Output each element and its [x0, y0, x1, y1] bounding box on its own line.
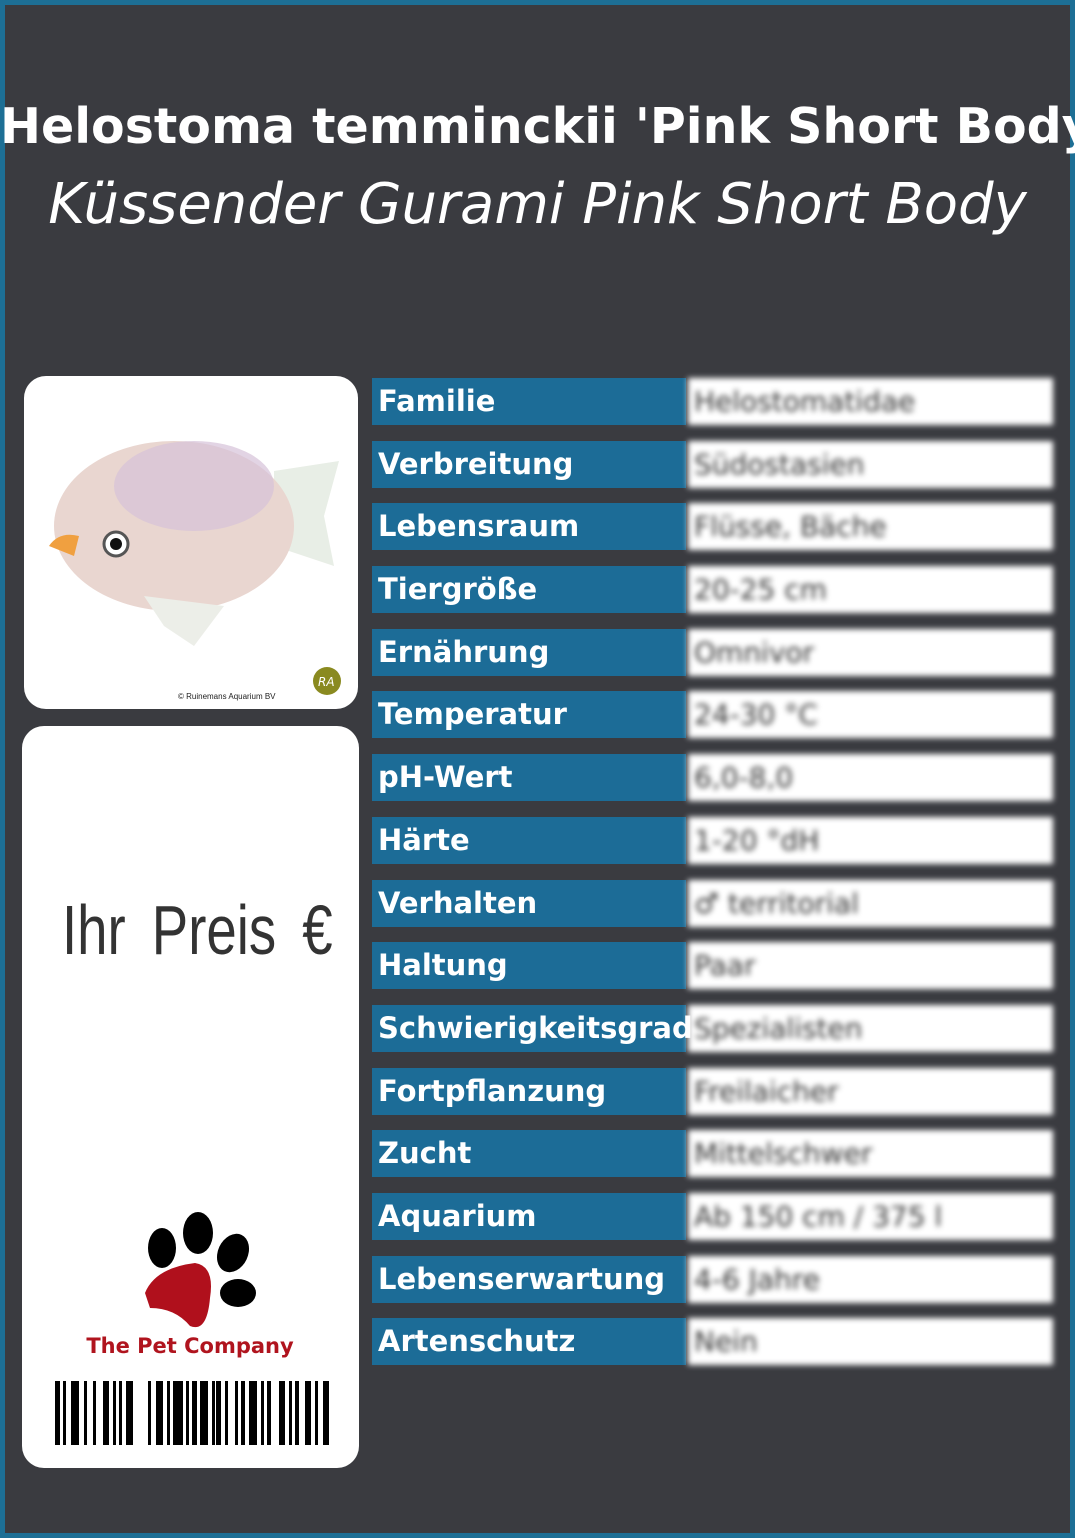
info-label: Tiergröße [372, 566, 686, 614]
info-row: Fortpflanzung Freilaicher [372, 1067, 1053, 1115]
info-row: Schwierigkeitsgrad Spezialisten [372, 1004, 1053, 1052]
info-row: Haltung Paar [372, 942, 1053, 990]
barcode-bar [267, 1381, 271, 1445]
common-name: Küssender Gurami Pink Short Body [48, 172, 1027, 237]
info-label: Aquarium [372, 1192, 686, 1240]
barcode-bar [295, 1381, 299, 1445]
info-label: Verhalten [372, 879, 686, 927]
barcode-bar [261, 1381, 264, 1445]
info-label: Lebenserwartung [372, 1255, 686, 1303]
svg-text:RA: RA [318, 675, 335, 689]
info-label: pH-Wert [372, 754, 686, 802]
scientific-name: Helostoma temminckii 'Pink Short Body' [0, 98, 1075, 155]
info-value: Paar [688, 942, 1053, 990]
barcode-bar [93, 1381, 96, 1445]
info-label: Fortpflanzung [372, 1067, 686, 1115]
barcode-bar [103, 1381, 109, 1445]
info-row: Verbreitung Südostasien [372, 440, 1053, 488]
info-row: Artenschutz Nein [372, 1318, 1053, 1366]
barcode-bar [279, 1381, 285, 1445]
info-value: Mittelschwer [688, 1130, 1053, 1178]
barcode-bar [192, 1381, 197, 1445]
price-label: Ihr Preis € [62, 891, 333, 969]
image-credit: © Ruinemans Aquarium BV [178, 692, 276, 701]
info-value: Freilaicher [688, 1067, 1053, 1115]
info-label: Haltung [372, 942, 686, 990]
info-value: Nein [688, 1318, 1053, 1366]
info-row: Lebenserwartung 4-6 Jahre [372, 1255, 1053, 1303]
info-label: Temperatur [372, 691, 686, 739]
brand-name: The Pet Company [86, 1334, 294, 1358]
info-value: 20-25 cm [688, 566, 1053, 614]
barcode-bar [305, 1381, 311, 1445]
info-value: Südostasien [688, 440, 1053, 488]
barcode-bar [225, 1381, 228, 1445]
barcode-bar [55, 1381, 60, 1445]
info-value: 1-20 °dH [688, 816, 1053, 864]
barcode-bar [212, 1381, 215, 1445]
info-row: Zucht Mittelschwer [372, 1130, 1053, 1178]
info-value: ♂ territorial [688, 879, 1053, 927]
species-info-table: Familie Helostomatidae Verbreitung Südostas… [372, 378, 1053, 1381]
info-row: Lebensraum Flüsse, Bäche [372, 503, 1053, 551]
info-label: Ernährung [372, 628, 686, 676]
fish-image [49, 441, 339, 646]
barcode-bar [289, 1381, 292, 1445]
barcode-bar [84, 1381, 87, 1445]
info-label: Artenschutz [372, 1318, 686, 1366]
barcode-bar [241, 1381, 245, 1445]
barcode-bar [126, 1381, 133, 1445]
barcode-bar [148, 1381, 151, 1445]
barcode-bar [186, 1381, 189, 1445]
info-row: pH-Wert 6,0-8,0 [372, 754, 1053, 802]
info-label: Familie [372, 378, 686, 425]
info-value: 4-6 Jahre [688, 1255, 1053, 1303]
info-value: Helostomatidae [688, 378, 1053, 425]
barcode-bar [323, 1381, 329, 1445]
barcode-bar [113, 1381, 116, 1445]
barcode-bar [156, 1381, 163, 1445]
info-row: Härte 1-20 °dH [372, 816, 1053, 864]
info-value: Ab 150 cm / 375 l [688, 1192, 1053, 1240]
barcode-bar [119, 1381, 122, 1445]
info-label: Schwierigkeitsgrad [372, 1004, 693, 1052]
ruinemans-logo: RA [313, 667, 341, 695]
barcode-bar [200, 1381, 208, 1445]
barcode-bar [173, 1381, 183, 1445]
info-row: Temperatur 24-30 °C [372, 691, 1053, 739]
fish-image-card: RA [24, 376, 358, 709]
barcode-bar [216, 1381, 221, 1445]
info-value: Spezialisten [688, 1004, 1053, 1052]
barcode [55, 1381, 329, 1445]
info-label: Lebensraum [372, 503, 686, 551]
info-value: 6,0-8,0 [688, 754, 1053, 802]
info-row: Ernährung Omnivor [372, 628, 1053, 676]
info-row: Verhalten ♂ territorial [372, 879, 1053, 927]
info-value: Omnivor [688, 628, 1053, 676]
barcode-bar [315, 1381, 318, 1445]
info-value: 24-30 °C [688, 691, 1053, 739]
info-value: Flüsse, Bäche [688, 503, 1053, 551]
price-card [22, 726, 359, 1468]
info-label: Verbreitung [372, 440, 686, 488]
barcode-bar [71, 1381, 79, 1445]
barcode-bar [235, 1381, 238, 1445]
info-label: Härte [372, 816, 686, 864]
info-label: Zucht [372, 1130, 686, 1178]
barcode-bar [63, 1381, 66, 1445]
info-row: Aquarium Ab 150 cm / 375 l [372, 1192, 1053, 1240]
barcode-bar [249, 1381, 257, 1445]
info-row: Tiergröße 20-25 cm [372, 566, 1053, 614]
barcode-bar [167, 1381, 170, 1445]
info-row: Familie Helostomatidae [372, 378, 1053, 425]
paw-logo-icon [145, 1212, 256, 1328]
